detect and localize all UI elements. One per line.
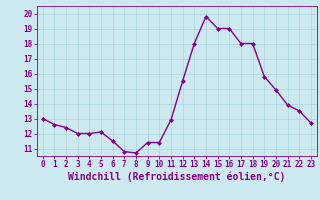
X-axis label: Windchill (Refroidissement éolien,°C): Windchill (Refroidissement éolien,°C) — [68, 172, 285, 182]
